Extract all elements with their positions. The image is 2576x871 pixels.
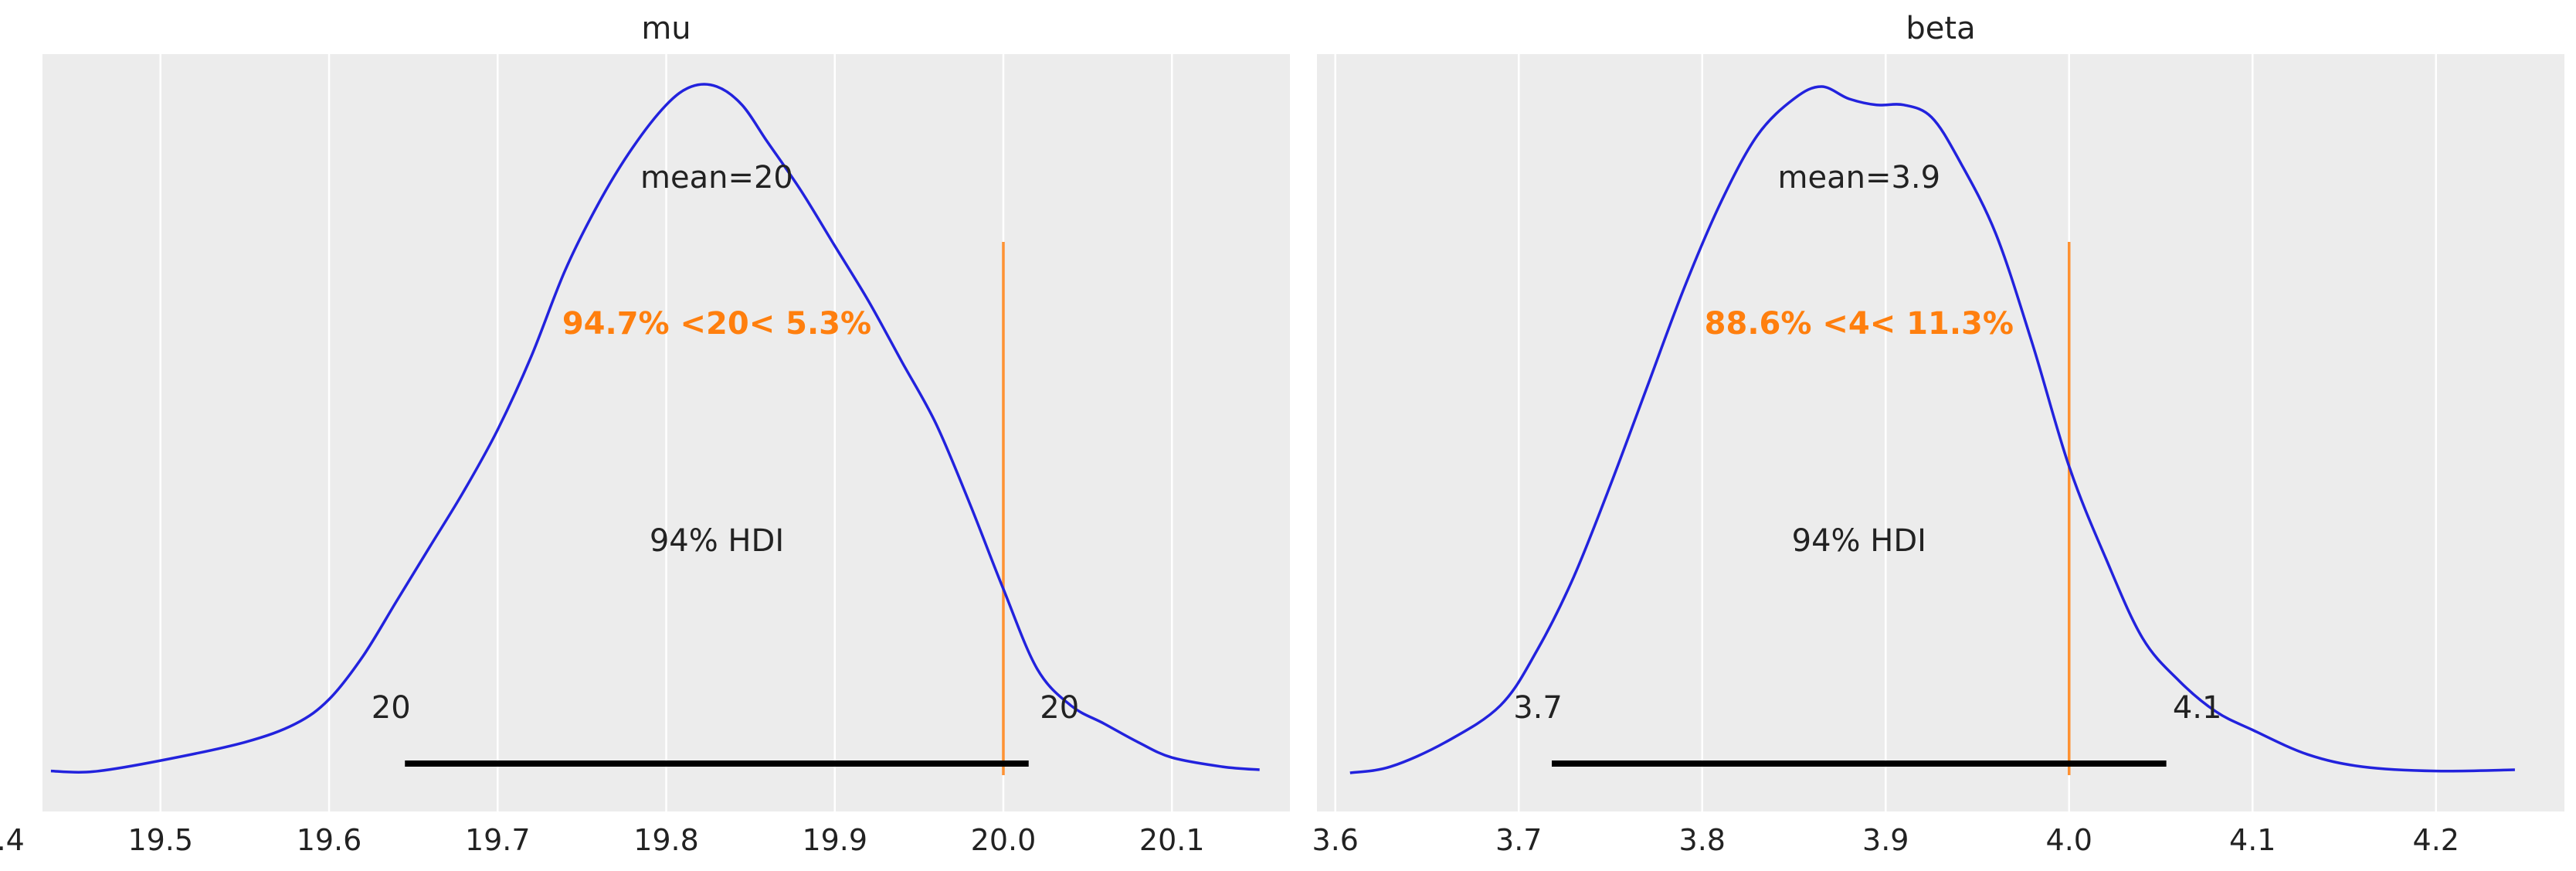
x-tick-label-mu-3: 19.7 [465, 823, 531, 857]
hdi-low-label-mu: 20 [372, 690, 411, 726]
x-tick-label-mu-6: 20.0 [971, 823, 1037, 857]
x-tick-label-beta-2: 3.8 [1679, 823, 1726, 857]
x-tick-label-mu-1: 19.5 [127, 823, 193, 857]
x-tick-label-beta-5: 4.1 [2229, 823, 2276, 857]
x-tick-label-beta-0: 3.6 [1312, 823, 1359, 857]
hdi-label-beta: 94% HDI [1792, 523, 1926, 559]
ref-val-label-mu: 94.7% <20< 5.3% [562, 306, 871, 342]
x-tick-label-beta-6: 4.2 [2413, 823, 2459, 857]
x-tick-label-mu-0: 19.4 [0, 823, 25, 857]
x-tick-label-beta-1: 3.7 [1495, 823, 1542, 857]
hdi-label-mu: 94% HDI [650, 523, 784, 559]
density-line-mu [50, 83, 1260, 774]
mean-label-mu: mean=20 [640, 160, 793, 196]
x-tick-label-mu-7: 20.1 [1139, 823, 1205, 857]
panel-beta: 3.6 3.7 3.8 3.9 4.0 4.1 4.2 beta mean=3.9 88.6% <… [1312, 11, 2564, 857]
hdi-high-label-mu: 20 [1040, 690, 1079, 726]
x-tick-label-mu-4: 19.8 [633, 823, 699, 857]
mean-label-beta: mean=3.9 [1778, 160, 1941, 196]
hdi-high-label-beta: 4.1 [2173, 690, 2222, 726]
density-line-beta [1349, 85, 2515, 774]
x-tick-label-beta-3: 3.9 [1862, 823, 1909, 857]
chart-title-beta: beta [1906, 11, 1975, 46]
x-tick-label-mu-2: 19.6 [297, 823, 362, 857]
panel-mu: 19.4 19.5 19.6 19.7 19.8 19.9 20.0 20.1 mu mean=2… [0, 11, 1290, 857]
ref-val-label-beta: 88.6% <4< 11.3% [1705, 306, 2014, 342]
x-tick-label-beta-4: 4.0 [2046, 823, 2092, 857]
x-tick-label-mu-5: 19.9 [802, 823, 867, 857]
hdi-low-label-beta: 3.7 [1513, 690, 1563, 726]
chart-title-mu: mu [641, 11, 691, 46]
plot-area-beta [1317, 54, 2564, 811]
